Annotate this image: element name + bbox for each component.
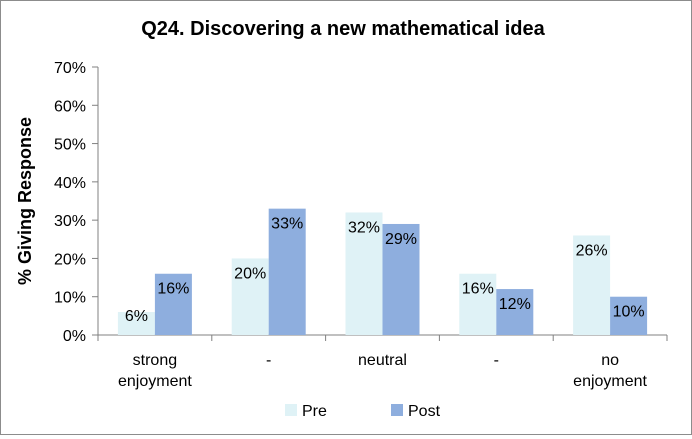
bar-pre [231,258,269,335]
y-tick-label: 70% [54,60,86,77]
data-label-pre: 20% [234,265,266,282]
data-label-pre: 32% [348,219,380,236]
data-label-post: 16% [157,281,189,298]
x-category-label: enjoyment [118,373,192,390]
y-tick-label: 10% [54,290,86,307]
bar-pre [117,312,155,335]
y-tick-label: 30% [54,213,86,230]
y-tick-label: 40% [54,175,86,192]
y-tick-label: 20% [54,251,86,268]
bar-post [496,289,534,335]
data-label-pre: 6% [125,308,148,325]
bar-pre [573,235,611,335]
x-category-label: neutral [358,352,407,369]
x-category-label: strong [133,352,177,369]
x-category-label: no [601,352,619,369]
x-category-label: enjoyment [573,373,647,390]
chart-title: Q24. Discovering a new mathematical idea [141,18,545,40]
bar-pre [459,273,497,335]
y-tick-label: 0% [63,328,86,345]
x-category-label: - [494,352,499,369]
legend-label-post: Post [408,403,441,420]
bar-post [382,223,420,335]
data-label-post: 29% [385,231,417,248]
bar-pre [345,212,383,335]
y-tick-label: 50% [54,137,86,154]
bar-post [154,273,192,335]
data-label-post: 10% [613,304,645,321]
legend: Pre Post [285,403,441,420]
data-label-pre: 26% [576,242,608,259]
bar-post [610,296,648,335]
x-category-label: - [266,352,271,369]
plot-area: 0% 10% 20% 30% 40% 50% 60% 70% 6% 20% 32% 16% 26% 16%… [54,60,668,390]
data-label-post: 33% [271,216,303,233]
y-axis-label: % Giving Response [15,117,35,285]
y-tick-label: 60% [54,98,86,115]
legend-swatch-pre [285,404,297,416]
data-label-pre: 16% [462,281,494,298]
bar-post [268,208,306,335]
legend-swatch-post [391,404,403,416]
legend-label-pre: Pre [302,403,327,420]
data-label-post: 12% [499,296,531,313]
